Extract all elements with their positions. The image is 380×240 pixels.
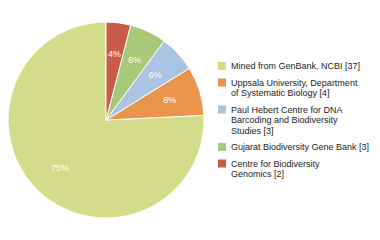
- pie: [8, 22, 204, 218]
- chart: 75% 8% 6% 6% 4% Mined from GenBank, NCBI [37]…: [0, 0, 380, 240]
- data-label: 6%: [148, 70, 161, 80]
- chart-container: 75% 8% 6% 6% 4% Mined from GenBank, NCBI [37]…: [0, 0, 380, 240]
- legend-label: Gujarat Biodiversity Gene Bank [3]: [231, 142, 369, 152]
- legend: Mined from GenBank, NCBI [37] Uppsala Uni…: [218, 61, 369, 179]
- legend-label: Mined from GenBank, NCBI [37]: [231, 61, 360, 71]
- data-label: 4%: [108, 49, 121, 59]
- legend-swatch: [218, 160, 226, 168]
- legend-swatch: [218, 106, 226, 114]
- data-labels: 75% 8% 6% 6% 4%: [51, 49, 176, 173]
- legend-item: Mined from GenBank, NCBI [37]: [218, 61, 360, 71]
- pie-slice: [8, 22, 204, 218]
- data-label: 6%: [128, 55, 141, 65]
- legend-item: Uppsala University, Departmentof Systema…: [218, 78, 358, 99]
- pie-slice: [106, 22, 131, 120]
- legend-swatch: [218, 62, 226, 70]
- data-label: 75%: [51, 163, 69, 173]
- legend-item: Gujarat Biodiversity Gene Bank [3]: [218, 142, 369, 152]
- legend-label: Paul Hebert Centre for DNABarcoding and …: [231, 105, 343, 136]
- legend-item: Centre for BiodiversityGenomics [2]: [218, 159, 320, 180]
- legend-label: Centre for BiodiversityGenomics [2]: [231, 159, 320, 180]
- data-label: 8%: [163, 95, 176, 105]
- legend-item: Paul Hebert Centre for DNABarcoding and …: [218, 105, 343, 136]
- legend-swatch: [218, 143, 226, 151]
- legend-swatch: [218, 79, 226, 87]
- legend-label: Uppsala University, Departmentof Systema…: [231, 78, 358, 99]
